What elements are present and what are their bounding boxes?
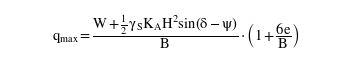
Text: $\mathdefault{q_{max} = \dfrac{W + \frac{1}{2}\,\gamma_S K_A H^2 \sin(\delta - \: $\mathdefault{q_{max} = \dfrac{W + \frac… — [52, 13, 299, 51]
